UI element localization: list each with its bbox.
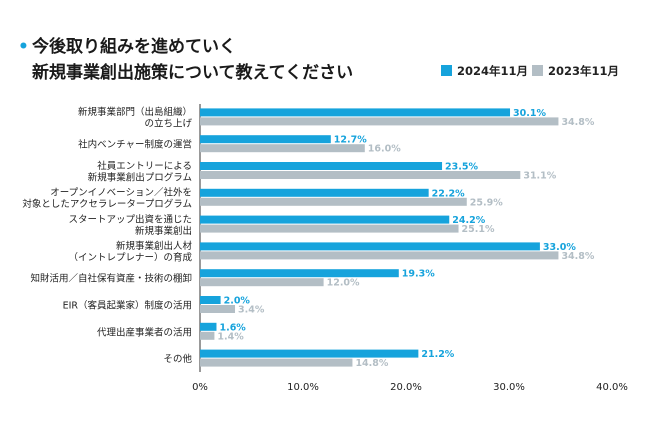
x-tick-label: 10.0%	[287, 382, 319, 393]
data-label-2023: 34.8%	[561, 251, 594, 262]
category-label: 新規事業創出人材	[116, 240, 193, 252]
category-label: 新規事業部門（出島組織）	[78, 106, 192, 118]
x-tick-label: 0%	[192, 382, 208, 393]
data-label-2024: 1.6%	[219, 322, 246, 333]
bar-2024	[200, 162, 443, 170]
x-tick-label: 20.0%	[390, 382, 422, 393]
bar-2023	[200, 197, 467, 206]
data-label-2023: 14.8%	[355, 358, 388, 369]
data-label-2023: 16.0%	[368, 144, 401, 155]
data-label-2023: 12.0%	[327, 278, 360, 289]
data-label-2024: 23.5%	[445, 162, 478, 173]
bar-2024	[200, 135, 331, 144]
bar-2023	[200, 278, 324, 287]
bar-2023	[200, 331, 215, 340]
data-label-2024: 19.3%	[402, 269, 435, 280]
data-label-2023: 3.4%	[238, 305, 265, 316]
category-label: 代理出産事業者の活用	[97, 326, 192, 338]
bar-2023	[200, 305, 236, 313]
bar-2024	[200, 188, 429, 197]
x-tick-label: 40.0%	[596, 382, 628, 393]
data-label-2023: 1.4%	[217, 331, 244, 342]
data-label-2024: 21.2%	[421, 349, 454, 360]
bar-2023	[200, 251, 559, 260]
category-label: スタートアップ出資を通じた	[68, 213, 192, 225]
bar-2023	[200, 224, 459, 233]
bar-2023	[200, 358, 353, 367]
chart-title-line-2: 新規事業創出施策について教えてください	[32, 62, 353, 83]
data-label-2024: 22.2%	[432, 188, 465, 199]
category-label: 社員エントリーによる	[97, 160, 192, 172]
category-label: オープンイノベーション／社外を	[50, 187, 192, 199]
category-label: 新規事業創出	[135, 225, 192, 237]
data-label-2023: 31.1%	[523, 171, 556, 182]
bar-2024	[200, 349, 419, 358]
category-label: その他	[163, 353, 192, 365]
category-label: の立ち上げ	[144, 118, 192, 130]
bar-2024	[200, 215, 450, 224]
legend-label-2024: 2024年11月	[457, 64, 528, 78]
chart-title-line-1: 今後取り組みを進めていく	[32, 36, 236, 57]
bar-2023	[200, 117, 559, 126]
data-label-2024: 2.0%	[224, 296, 251, 307]
data-label-2024: 24.2%	[452, 215, 485, 226]
category-label: 新規事業創出プログラム	[88, 171, 192, 183]
data-label-2024: 30.1%	[513, 108, 546, 119]
category-label: 対象としたアクセラレータープログラム	[22, 198, 192, 210]
x-tick-label: 30.0%	[493, 382, 525, 393]
bar-2024	[200, 242, 540, 251]
bar-2024	[200, 322, 217, 331]
data-label-2024: 33.0%	[543, 242, 576, 253]
data-label-2023: 34.8%	[561, 117, 594, 128]
category-label: EIR（客員起業家）制度の活用	[63, 300, 192, 312]
category-label: 知財活用／自社保有資産・技術の棚卸	[30, 273, 192, 285]
bar-2024	[200, 269, 399, 278]
category-label: （イントレプレナー）の育成	[68, 252, 192, 264]
data-label-2024: 12.7%	[334, 135, 367, 146]
legend-label-2023: 2023年11月	[548, 64, 619, 78]
legend: 2024年11月 2023年11月	[441, 64, 619, 78]
data-label-2023: 25.1%	[462, 224, 495, 235]
category-label: 社内ベンチャー制度の運営	[78, 139, 192, 151]
legend-swatch-2024	[441, 65, 452, 76]
bar-2024	[200, 108, 511, 117]
bar-2024	[200, 296, 221, 304]
bar-2023	[200, 144, 365, 153]
plot-area: 新規事業部門（出島組織）の立ち上げ 30.1% 34.8% 社内ベンチャー制度の運営 1…	[22, 104, 628, 393]
data-label-2023: 25.9%	[470, 197, 503, 208]
bar-2023	[200, 171, 521, 179]
legend-swatch-2023	[532, 65, 543, 76]
title-bullet: •	[18, 37, 29, 57]
